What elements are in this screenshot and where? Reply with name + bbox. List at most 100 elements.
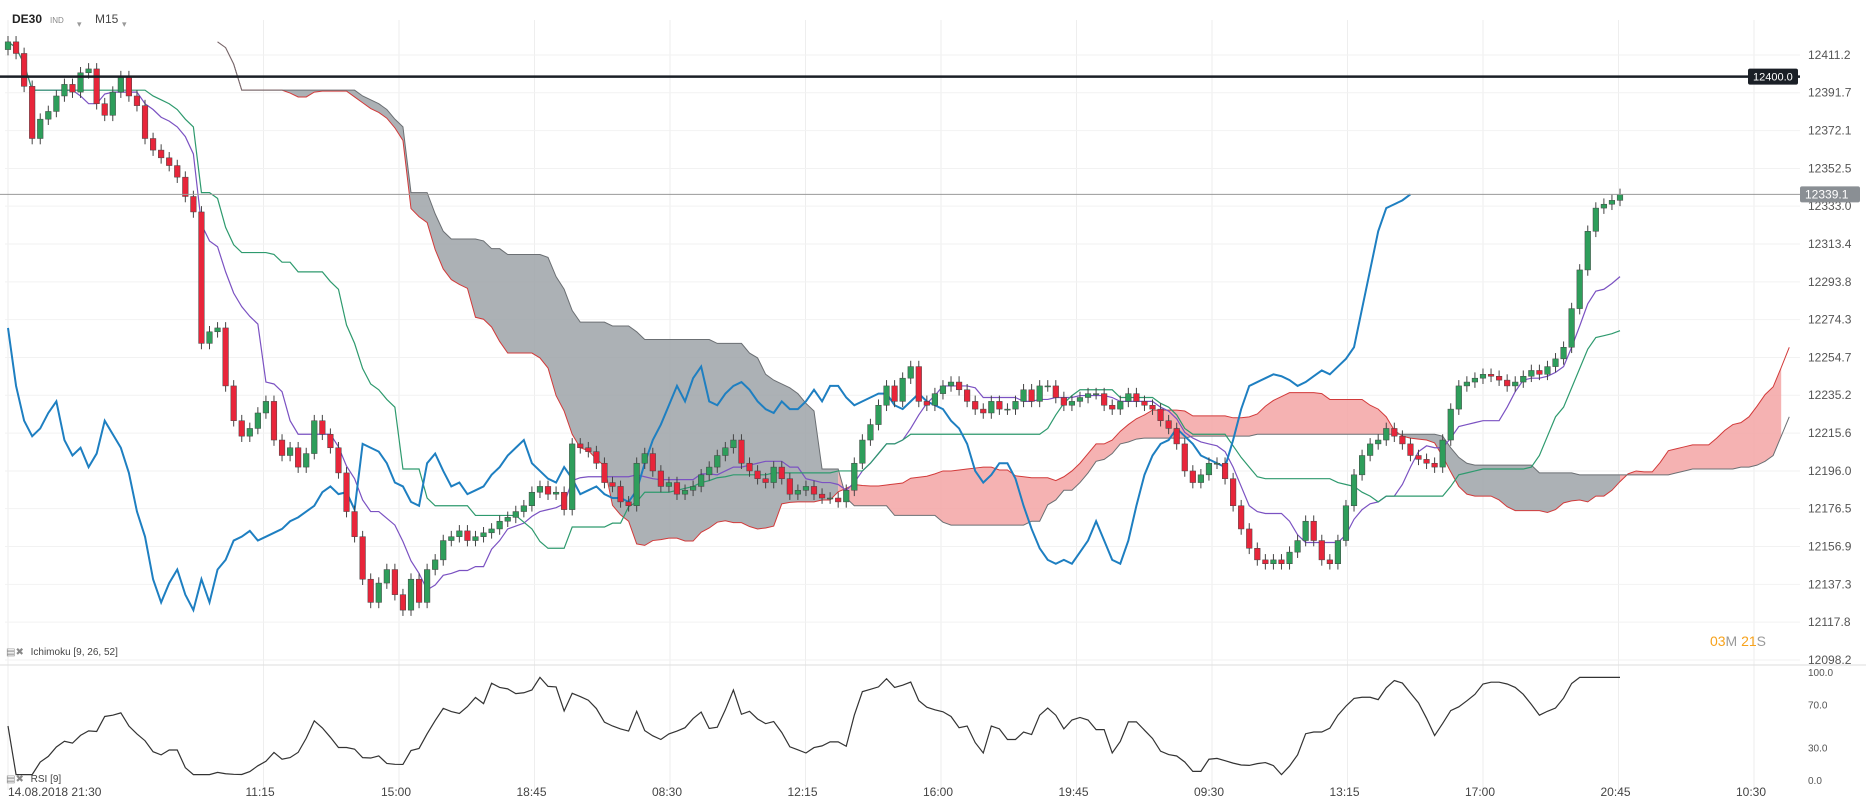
candle-countdown-timer: 03M 21S — [1710, 633, 1766, 649]
candle-body — [12, 41, 20, 54]
symbol-dropdown-icon[interactable]: ▾ — [77, 19, 82, 29]
candle-body — [585, 447, 592, 452]
candle-body — [1012, 401, 1019, 410]
candle-body — [1286, 551, 1293, 564]
rsi-axis-tick: 30.0 — [1808, 744, 1828, 755]
candle-body — [1044, 385, 1051, 388]
candle-body — [1213, 462, 1221, 465]
x-axis-label: 19:45 — [1059, 785, 1089, 799]
timer-seconds: 21 — [1741, 633, 1757, 649]
kijun-sen-line — [7, 41, 1621, 549]
candle-body — [150, 138, 157, 151]
y-axis-tick: 12098.2 — [1808, 653, 1852, 667]
candle-body — [1334, 540, 1341, 564]
candle-body — [964, 389, 971, 402]
candle-body — [4, 41, 12, 50]
candle-body — [109, 91, 116, 116]
candle-body — [190, 196, 197, 213]
candle-body — [133, 95, 141, 106]
candle-body — [681, 490, 689, 495]
candle-body — [1423, 459, 1430, 464]
candle-body — [246, 428, 253, 437]
timeframe-label[interactable]: M15 — [95, 12, 119, 26]
candle-body — [1528, 370, 1535, 377]
candle-body — [1407, 443, 1414, 456]
candle-body — [1367, 443, 1374, 456]
rsi-settings-icon[interactable]: ▤✖ — [6, 774, 24, 785]
candle-body — [69, 84, 76, 93]
candle-body — [206, 331, 213, 344]
candle-body — [794, 490, 801, 495]
y-axis-tick: 12215.6 — [1808, 426, 1852, 440]
y-axis-tick: 12333.0 — [1808, 199, 1852, 213]
x-axis-label: 14.08.2018 21:30 — [8, 785, 102, 799]
ichimoku-name: Ichimoku — [30, 647, 71, 658]
candle-body — [399, 594, 407, 611]
symbol-label[interactable]: DE30 — [12, 12, 43, 26]
candle-body — [1375, 439, 1382, 445]
instrument-tag: IND — [50, 16, 64, 25]
x-axis-label: 16:00 — [923, 785, 953, 799]
indicator-settings-icon[interactable]: ▤✖ — [6, 647, 24, 658]
candle-body — [77, 72, 84, 93]
ichimoku-indicator-label[interactable]: ▤✖ Ichimoku [9, 26, 52] — [6, 647, 118, 658]
candle-body — [1084, 393, 1092, 398]
y-axis-tick: 12352.5 — [1808, 161, 1852, 175]
candle-body — [939, 385, 947, 394]
candle-body — [980, 408, 987, 414]
candle-body — [988, 401, 995, 414]
candle-body — [1052, 385, 1059, 398]
candle-body — [714, 455, 721, 468]
candle-body — [278, 439, 286, 456]
candle-body — [947, 381, 955, 387]
candle-body — [1117, 401, 1124, 410]
candle-body — [1584, 231, 1591, 271]
candle-body — [512, 511, 519, 518]
candle-body — [528, 491, 535, 507]
candle-body — [1455, 385, 1462, 410]
y-axis-tick: 12254.7 — [1808, 351, 1852, 365]
candle-body — [1318, 540, 1325, 561]
y-axis-tick: 12313.4 — [1808, 237, 1852, 251]
candle-body — [1205, 462, 1213, 476]
candle-body — [1326, 559, 1333, 564]
y-axis-tick: 12372.1 — [1808, 124, 1852, 138]
y-axis-tick: 12411.2 — [1808, 48, 1851, 62]
candle-body — [141, 105, 149, 139]
rsi-params: [9] — [50, 774, 62, 785]
candle-body — [359, 536, 366, 580]
x-axis-label: 18:45 — [517, 785, 547, 799]
candle-body — [1133, 393, 1140, 402]
candle-body — [1157, 408, 1164, 421]
candle-body — [1068, 401, 1075, 406]
candle-body — [1302, 520, 1309, 541]
candle-body — [182, 176, 189, 197]
candle-body — [609, 482, 616, 487]
y-axis-tick: 12176.5 — [1808, 502, 1852, 516]
timeframe-dropdown-icon[interactable]: ▾ — [122, 19, 127, 29]
x-axis-label: 13:15 — [1330, 785, 1360, 799]
candle-body — [617, 486, 624, 503]
y-axis-tick: 12235.2 — [1808, 388, 1852, 402]
candle-body — [641, 453, 648, 464]
candle-body — [472, 536, 479, 541]
candle-body — [1189, 470, 1196, 483]
candle-body — [778, 466, 785, 479]
candle-body — [698, 474, 705, 487]
x-axis-label: 15:00 — [381, 785, 411, 799]
candle-body — [1576, 269, 1583, 309]
x-axis-label: 09:30 — [1194, 785, 1224, 799]
candle-body — [851, 462, 858, 491]
rsi-axis-tick: 0.0 — [1808, 776, 1822, 787]
rsi-line — [7, 676, 1620, 776]
level-price-badge — [1748, 68, 1798, 85]
candle-body — [198, 211, 205, 344]
candle-body — [1262, 559, 1269, 564]
timer-m-unit: M — [1725, 633, 1738, 649]
candle-body — [1101, 393, 1108, 406]
candle-body — [746, 462, 753, 472]
candle-body — [1342, 505, 1350, 541]
rsi-indicator-label[interactable]: ▤✖ RSI [9] — [6, 774, 61, 785]
candle-body — [891, 385, 898, 402]
